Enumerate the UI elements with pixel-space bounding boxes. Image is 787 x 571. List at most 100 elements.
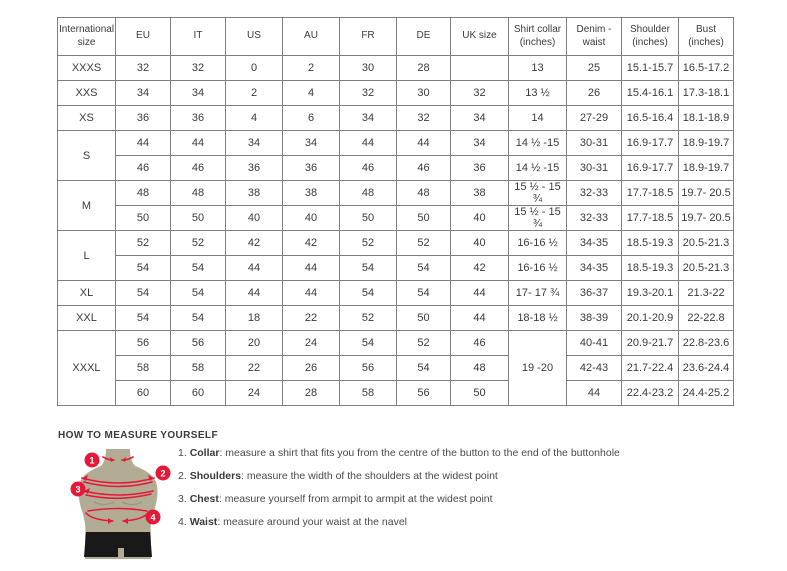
step-text: : measure a shirt that fits you from the…: [219, 447, 620, 459]
size-value-cell: 34: [225, 130, 283, 156]
size-value-cell: 50: [170, 205, 226, 231]
col-header-uk-size: UK size: [450, 17, 509, 56]
size-value-cell: 52: [115, 230, 171, 256]
size-value-cell: 27-29: [566, 105, 622, 131]
size-value-cell: 40-41: [566, 330, 622, 356]
table-row: XL 54 54 44 44 54 54 44 17- 17 ¾ 36-37 19.3-20.1 21…: [57, 280, 734, 306]
size-value-cell: 44: [225, 255, 283, 281]
size-value-cell: 15.4-16.1: [621, 80, 679, 106]
size-value-cell: 48: [339, 180, 397, 206]
col-header-bust: Bust (inches): [678, 17, 734, 56]
size-value-cell: 36: [282, 155, 340, 181]
marker-2-label: 2: [160, 469, 165, 479]
step-term: Waist: [189, 516, 218, 529]
size-value-cell: 36: [450, 155, 509, 181]
table-row: XXS 34 34 2 4 32 30 32 13 ½ 26 15.4-16.1 17.3-18.1: [57, 80, 734, 106]
size-value-cell: 52: [170, 230, 226, 256]
size-value-cell: 54: [170, 255, 226, 281]
size-value-cell: 54: [115, 280, 171, 306]
size-value-cell: 13 ½: [508, 80, 567, 106]
col-header-au: AU: [282, 17, 340, 56]
table-row: 54 54 44 44 54 54 42 16-16 ½ 34-35 18.5-19.3 20.5-…: [58, 255, 734, 281]
size-value-cell: 16-16 ½: [508, 230, 567, 256]
size-value-cell: 13: [508, 55, 567, 81]
size-value-cell: 20: [225, 330, 283, 356]
size-label-cell: XXS: [57, 80, 116, 106]
size-value-cell: 32: [339, 80, 397, 106]
size-value-cell: 44: [282, 255, 340, 281]
size-value-cell: 38-39: [566, 305, 622, 331]
col-header-shoulder: Shoulder (inches): [621, 17, 679, 56]
size-value-cell: 22: [225, 355, 283, 381]
step-number: 2.: [178, 470, 187, 483]
size-value-cell: 52: [396, 230, 451, 256]
measure-step-shoulders: 2. Shoulders: measure the width of the s…: [178, 470, 738, 483]
size-value-cell: 18.9-19.7: [678, 155, 734, 181]
size-value-cell: 54: [339, 330, 397, 356]
measure-step-waist: 4. Waist: measure around your waist at t…: [178, 516, 738, 529]
step-text: : measure around your waist at the navel: [217, 516, 407, 529]
size-value-cell: 58: [170, 355, 226, 381]
arrowhead: [110, 457, 114, 462]
size-value-cell: 17- 17 ¾: [508, 280, 567, 306]
size-value-cell: 36: [170, 105, 226, 131]
size-label-cell: M: [57, 180, 116, 231]
size-value-cell: 54: [396, 355, 451, 381]
size-value-cell: 54: [170, 280, 226, 306]
size-value-cell: 46: [339, 155, 397, 181]
size-value-cell: 16.5-17.2: [678, 55, 734, 81]
size-value-cell: 48: [115, 180, 171, 206]
table-row: XS 36 36 4 6 34 32 34 14 27-29 16.5-16.4 18.1-18.9: [57, 105, 734, 131]
size-value-cell: 48: [396, 180, 451, 206]
size-value-cell: 50: [339, 205, 397, 231]
size-value-cell: 30: [396, 80, 451, 106]
size-value-cell: 44: [170, 130, 226, 156]
size-value-cell: 50: [115, 205, 171, 231]
size-value-cell: 30-31: [566, 155, 622, 181]
size-value-cell: 40: [282, 205, 340, 231]
size-value-cell: 44: [282, 280, 340, 306]
size-value-cell: 42: [282, 230, 340, 256]
arrowhead: [122, 457, 126, 462]
size-value-cell: 46: [170, 155, 226, 181]
size-value-cell: 19.3-20.1: [621, 280, 679, 306]
size-label-cell: XXXS: [57, 55, 116, 81]
size-value-cell: 2: [282, 55, 340, 81]
size-value-cell: 56: [115, 330, 171, 356]
size-value-cell: 15.1-15.7: [621, 55, 679, 81]
size-value-cell: 21.3-22: [678, 280, 734, 306]
table-row: XXXS 32 32 0 2 30 28 13 25 15.1-15.7 16.5-17.2: [57, 55, 734, 81]
size-value-cell: 38: [450, 180, 509, 206]
size-value-cell: 4: [225, 105, 283, 131]
marker-3-label: 3: [75, 485, 80, 495]
shoulder-measure-line: [83, 481, 153, 488]
measure-guide-title: HOW TO MEASURE YOURSELF: [58, 430, 218, 441]
size-value-cell: 36: [115, 105, 171, 131]
size-value-cell: 22: [282, 305, 340, 331]
size-value-cell: 18.5-19.3: [621, 255, 679, 281]
size-value-cell: 36: [225, 155, 283, 181]
size-value-cell: 23.6-24.4: [678, 355, 734, 381]
size-value-cell: 56: [170, 330, 226, 356]
size-value-cell: 44: [450, 305, 509, 331]
size-value-cell: 20.1-20.9: [621, 305, 679, 331]
size-value-cell: 4: [282, 80, 340, 106]
arrowhead: [108, 518, 113, 524]
size-value-cell: 16.9-17.7: [621, 155, 679, 181]
size-value-cell: 56: [396, 380, 451, 406]
measure-steps: 1. Collar: measure a shirt that fits you…: [178, 447, 738, 540]
size-value-cell: 40: [450, 230, 509, 256]
marker-1-label: 1: [89, 456, 94, 466]
size-value-cell: 54: [339, 255, 397, 281]
step-number: 4.: [178, 516, 187, 529]
shoulder-measure-line: [81, 477, 155, 484]
size-value-cell: 34: [450, 105, 509, 131]
size-chart-table: International size EU IT US AU FR DE UK …: [57, 17, 734, 406]
table-row: L 52 52 42 42 52 52 40 16-16 ½ 34-35 18.5-19.3 20.5…: [57, 230, 734, 281]
mannequin-chest-line: [93, 501, 143, 505]
size-value-cell: 19 -20: [508, 330, 567, 406]
size-value-cell: 32: [170, 55, 226, 81]
size-value-cell: 17.7-18.5: [621, 205, 679, 231]
size-value-cell: 54: [396, 280, 451, 306]
size-value-cell: 44: [566, 380, 622, 406]
